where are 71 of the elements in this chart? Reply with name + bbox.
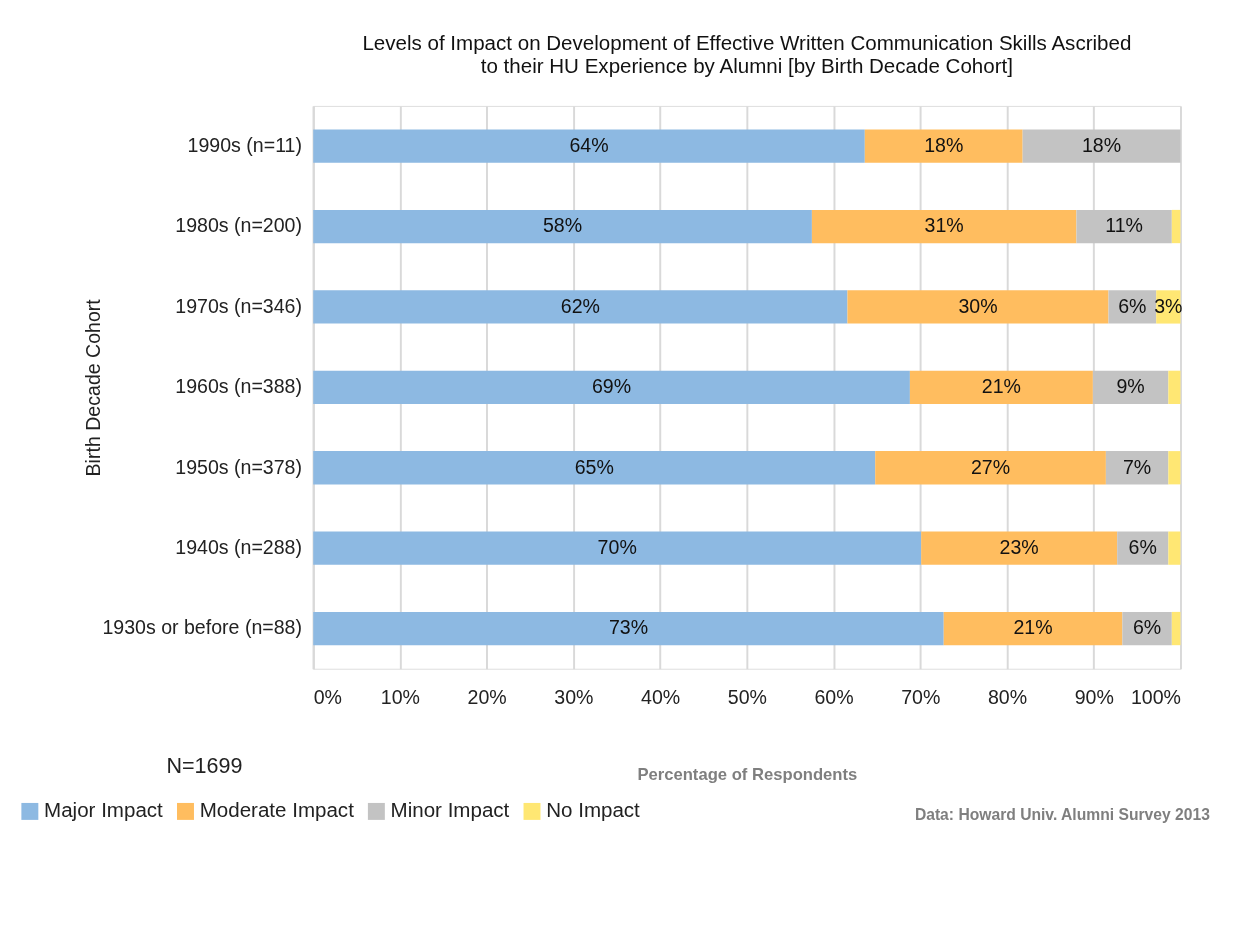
x-axis-title: Percentage of Respondents [637,764,858,784]
bar [313,531,922,565]
legend-label: Moderate Impact [199,798,355,822]
x-tick-label: 60% [814,686,854,709]
y-axis-title: Birth Decade Cohort [82,298,105,477]
y-tick-label: 1950s (n=378) [175,455,302,478]
data-label: 9% [1116,375,1145,398]
bar [313,290,848,324]
data-label: 70% [597,536,637,559]
bar [875,451,1106,485]
bar [313,611,944,646]
data-label: 21% [981,375,1021,398]
y-tick-label: 1940s (n=288) [175,536,302,559]
y-tick-label: 1990s (n=11) [187,133,302,156]
bar [1171,611,1181,646]
x-tick-label: 50% [727,686,767,709]
x-tick-label: 20% [467,686,507,709]
x-tick-label: 10% [380,686,421,709]
x-tick-label: 0% [313,686,342,709]
data-label: 73% [608,616,649,639]
legend-label: Minor Impact [390,798,510,822]
data-label: 62% [560,294,600,317]
data-label: 18% [1081,133,1122,156]
x-tick-label: 100% [1130,686,1181,709]
data-label: 6% [1132,616,1162,639]
bar [1076,209,1172,244]
y-tick-label: 1970s (n=346) [175,294,302,317]
data-label: 7% [1122,455,1152,478]
text: Data: Howard Univ. Alumni Survey 2013 [914,806,1211,824]
bar [909,370,1093,404]
data-label: 58% [542,214,583,237]
data-label: 6% [1118,294,1147,317]
y-tick-label: 1980s (n=200) [175,214,302,237]
y-tick-label: 1960s (n=388) [175,375,302,398]
x-tick-label: 90% [1074,686,1114,709]
data-label: 11% [1105,214,1143,237]
legend-label: No Impact [546,798,641,822]
bar [847,290,1109,324]
data-label: 69% [591,375,632,398]
bar [313,370,910,404]
bar [921,531,1118,565]
bar [1168,370,1181,404]
bar [943,611,1123,646]
x-tick-label: 70% [901,686,941,709]
data-label: 27% [970,455,1011,478]
bar [313,451,876,485]
data-label: 21% [1013,616,1053,639]
chart-title: Levels of Impact on Development of Effective Written Communication Skills Ascribed to their HU Experience by Alumni [by Birth Decade Cohort] [362,31,1132,77]
x-tick-label: 40% [641,686,681,709]
bar [811,209,1077,244]
bar [1168,451,1181,485]
legend-label: Major Impact [44,798,164,822]
bar [1171,209,1181,244]
bar [1168,531,1181,565]
text: N=1699 [166,754,243,779]
data-label: 65% [574,455,614,478]
data-label: 30% [958,294,998,317]
data-label: 6% [1128,536,1157,559]
data-label: 64% [569,133,609,156]
x-tick-label: 80% [987,686,1028,709]
bar [1022,129,1181,163]
bar [313,129,865,163]
x-tick-label: 30% [554,686,594,709]
bar [313,209,812,244]
data-label: 3% [1154,294,1183,317]
bar [1092,370,1169,404]
data-label: 23% [999,536,1039,559]
y-tick-label: 1930s or before (n=88) [102,616,302,639]
data-label: 31% [924,214,964,237]
data-label: 18% [924,133,964,156]
bar [864,129,1023,163]
